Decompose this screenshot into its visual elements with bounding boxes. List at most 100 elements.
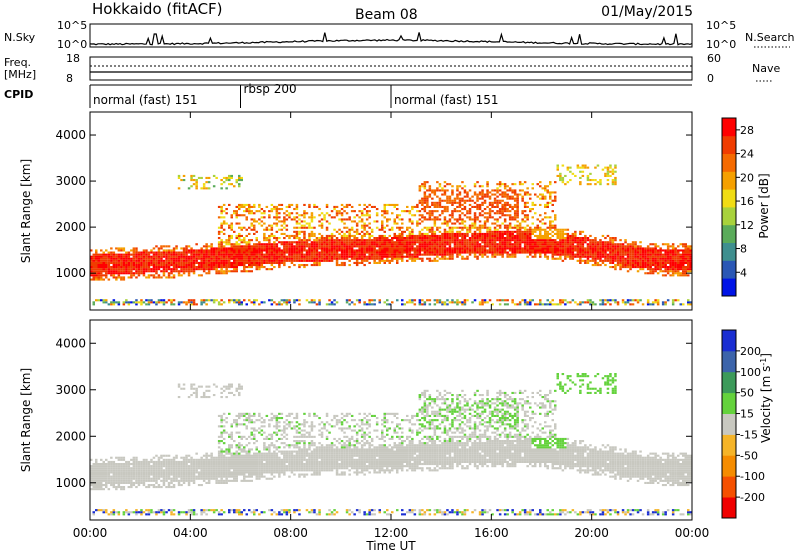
power-cell [358,251,361,254]
power-cell [416,255,419,258]
power-cell [386,243,389,246]
power-cell [426,218,429,221]
power-cell [177,259,181,262]
power-cell [556,232,559,235]
power-cell [195,243,198,246]
power-cell [283,245,286,248]
power-cell [689,261,692,264]
power-cell [611,247,615,250]
power-cell [388,241,391,244]
power-cell [378,259,381,262]
power-cell [220,243,223,246]
power-cell [451,301,454,304]
power-cell [463,251,467,254]
power-cell [260,253,264,256]
power-cell [416,257,419,260]
power-cell [283,259,286,262]
power-cell [235,261,238,264]
power-cell [498,210,502,213]
power-cell [549,241,552,244]
power-cell [360,218,364,221]
power-cell [674,251,677,254]
power-cell [539,247,542,250]
power-cell [368,247,371,250]
velocity-cell [142,477,146,480]
power-cell [604,166,607,169]
power-cell [238,185,241,188]
power-cell [448,226,452,229]
power-cell [418,232,422,235]
power-cell [687,299,690,302]
power-cell [518,251,522,254]
power-cell [534,245,537,248]
power-cell [518,183,522,186]
power-cell [599,247,602,250]
power-cell [345,237,349,240]
power-cell [135,266,138,269]
power-cell [518,237,522,240]
power-cell [273,222,276,225]
power-cell [300,239,304,242]
power-cell [536,183,539,186]
power-cell [511,197,514,200]
power-cell [513,243,517,246]
power-cell [207,257,211,260]
power-cell [115,259,118,262]
power-cell [235,264,238,267]
power-cell [639,259,642,262]
power-cell [258,303,261,306]
power-cell [350,251,354,254]
power-cell [260,251,264,254]
power-cell [140,255,143,258]
power-cell [152,268,156,271]
power-cell [240,179,243,182]
power-cell [220,179,223,182]
power-cell [596,243,600,246]
velocity-cell [95,479,98,482]
power-cell [664,259,667,262]
power-cell [591,301,595,304]
power-cell [421,185,424,188]
power-cell [493,193,497,196]
power-cell [551,241,554,244]
power-cell [411,301,414,304]
power-cell [345,257,349,260]
power-cell [561,247,565,250]
power-cell [325,237,329,240]
power-cell [621,266,625,269]
power-cell [202,251,206,254]
power-cell [265,257,269,260]
power-cell [591,239,595,242]
power-cell [506,303,509,306]
power-cell [335,257,339,260]
power-cell [120,268,123,271]
power-cell [288,299,291,302]
power-cell [338,239,341,242]
power-cell [248,249,251,252]
power-cell [411,228,414,231]
power-cell [463,301,467,304]
power-cell [222,261,226,264]
power-cell [370,257,374,260]
power-cell [115,264,118,267]
power-cell [619,249,622,252]
power-cell [571,245,575,248]
power-cell [616,247,620,250]
power-cell [496,205,499,208]
power-cell [120,253,123,256]
velocity-cell [132,477,136,480]
power-cell [483,245,487,248]
power-cell [350,257,354,260]
power-cell [160,245,163,248]
power-cell [619,268,622,271]
power-cell [664,253,667,256]
power-cell [481,303,484,306]
power-cell [561,299,565,302]
power-cell [438,183,442,186]
velocity-cell [105,463,108,466]
power-cell [401,218,404,221]
power-cell [140,301,143,304]
power-cell [288,255,291,258]
power-cell [315,264,319,267]
